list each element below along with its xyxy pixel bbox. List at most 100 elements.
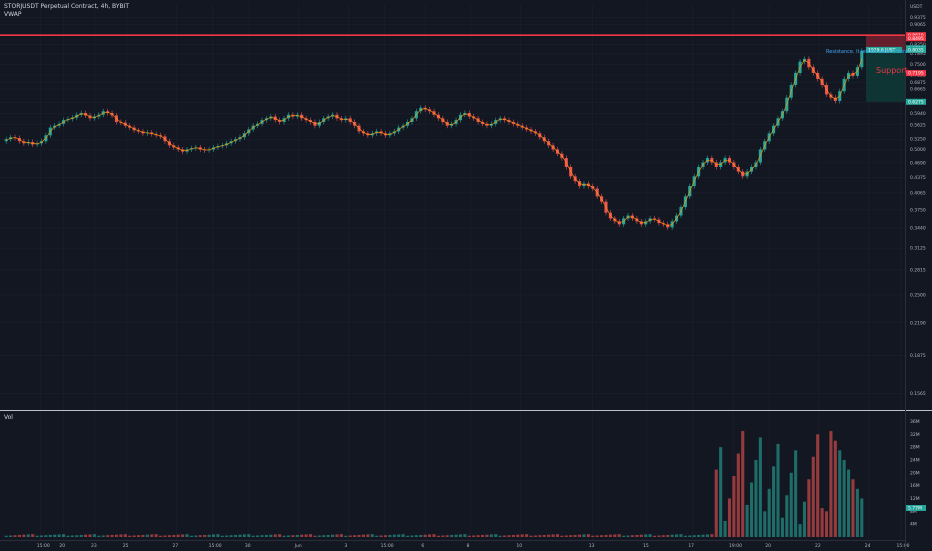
volume-bar: [485, 534, 489, 537]
volume-bar: [436, 535, 440, 537]
y-tick-label: 0.3440: [910, 225, 926, 231]
volume-bar: [516, 534, 520, 537]
y-tick-label: 0.9065: [910, 22, 926, 28]
volume-tick-label: 32M: [910, 432, 920, 438]
volume-bar: [167, 535, 171, 537]
volume-bar: [503, 535, 507, 537]
volume-bar: [53, 534, 57, 537]
volume-bar: [35, 535, 39, 537]
x-tick-label: 23: [91, 543, 97, 549]
volume-bar: [608, 534, 612, 537]
volume-bar: [648, 534, 652, 537]
volume-bar: [635, 534, 639, 537]
x-tick-label: 27: [172, 543, 178, 549]
volume-bar: [256, 535, 260, 537]
volume-bar: [604, 534, 608, 537]
volume-bar: [392, 534, 396, 537]
volume-bar: [269, 534, 273, 537]
volume-bar: [776, 443, 780, 537]
volume-bar: [639, 534, 643, 537]
x-tick-label: 10: [516, 543, 522, 549]
y-tick-label: 0.5000: [910, 147, 926, 153]
price-badge: [906, 98, 926, 105]
stop-zone: [866, 35, 905, 50]
resistance-note[interactable]: Resistance. It will be short I think: [826, 49, 909, 55]
volume-bar: [326, 534, 330, 537]
volume-bar: [401, 534, 405, 537]
volume-bar: [732, 476, 736, 537]
volume-bar: [233, 534, 238, 537]
volume-bar: [816, 434, 820, 537]
volume-bar: [405, 535, 410, 537]
volume-bar: [176, 534, 180, 537]
volume-bar: [630, 535, 635, 537]
y-tick-label: 0.7895: [910, 51, 926, 57]
volume-bar: [780, 517, 784, 537]
volume-bar: [847, 469, 851, 537]
y-tick-label: 0.3750: [910, 207, 926, 213]
volume-bar: [829, 431, 833, 537]
volume-bar: [145, 534, 149, 537]
volume-bar: [432, 534, 436, 537]
price-scale[interactable]: [905, 0, 932, 550]
volume-bar: [622, 535, 626, 537]
price-badge-text: 0.7195: [908, 71, 924, 77]
volume-bar: [547, 534, 551, 537]
pane-separator[interactable]: [0, 410, 932, 411]
x-tick-label: 20: [765, 543, 771, 549]
volume-bar: [136, 535, 141, 537]
volume-bar: [855, 488, 859, 537]
volume-bar: [70, 535, 74, 537]
vwap-line: [6, 58, 863, 227]
volume-bar: [313, 535, 317, 537]
y-tick-label: 0.3125: [910, 246, 926, 252]
volume-tick-label: 28M: [910, 445, 920, 451]
x-tick-label: 22: [815, 543, 821, 549]
volume-bar: [295, 534, 299, 537]
support-label[interactable]: Support: [876, 66, 908, 75]
volume-bar: [101, 535, 105, 537]
volume-bar: [207, 534, 211, 537]
volume-bar: [688, 535, 692, 537]
volume-bar: [794, 450, 798, 537]
volume-bar: [564, 535, 568, 537]
x-tick-label: Jun: [294, 543, 302, 549]
volume-bar: [114, 534, 119, 537]
volume-bar: [79, 534, 83, 537]
volume-bar: [317, 535, 321, 537]
volume-bar: [644, 534, 648, 537]
volume-bar: [4, 535, 8, 537]
y-tick-label: 0.6875: [910, 80, 926, 86]
volume-bar: [785, 495, 789, 537]
y-tick-label: 0.4065: [910, 190, 926, 196]
volume-bar: [383, 535, 388, 537]
x-tick-label: 15:00: [896, 543, 909, 549]
volume-bar: [789, 472, 793, 537]
volume-bar: [22, 534, 26, 537]
volume-bar: [282, 535, 286, 537]
volume-bar: [441, 535, 445, 537]
volume-bar: [31, 534, 35, 537]
volume-bar: [652, 535, 657, 537]
volume-bar: [132, 535, 136, 537]
volume-bar: [480, 534, 485, 537]
volume-bar: [348, 535, 352, 537]
x-tick-label: 15:00: [209, 543, 222, 549]
volume-bar: [397, 534, 401, 537]
volume-bar: [807, 479, 811, 537]
time-axis[interactable]: [0, 540, 905, 551]
volume-bar: [273, 534, 277, 537]
volume-bar: [758, 437, 762, 537]
volume-pane-label: Vol: [4, 414, 13, 421]
volume-bar: [110, 534, 114, 537]
volume-bar: [767, 488, 771, 537]
volume-bar: [683, 535, 687, 537]
x-tick-label: 19:00: [729, 543, 742, 549]
volume-bar: [379, 535, 383, 537]
volume-bar: [842, 459, 846, 537]
volume-bar: [763, 511, 767, 537]
y-tick-label: 0.4690: [910, 160, 926, 166]
volume-bar: [802, 501, 807, 537]
